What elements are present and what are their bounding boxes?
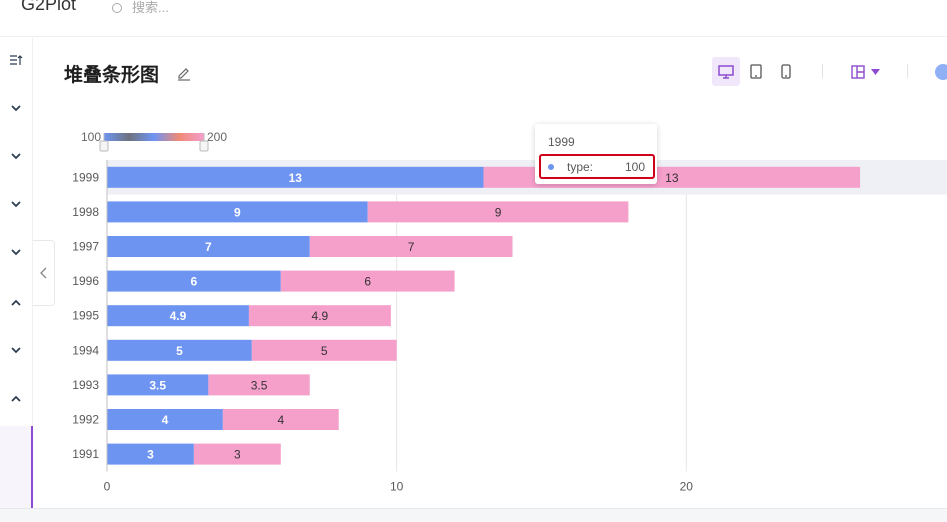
search-placeholder: 搜索... bbox=[132, 0, 169, 15]
bar-segment bbox=[107, 270, 281, 292]
bar-segment bbox=[208, 374, 310, 396]
chevron-up-icon[interactable] bbox=[0, 378, 32, 418]
search-icon bbox=[112, 3, 122, 13]
chevron-down-icon[interactable] bbox=[0, 330, 32, 370]
app-logo[interactable]: G2Plot bbox=[21, 0, 77, 14]
bar-segment bbox=[107, 409, 223, 430]
y-tick-label: 1999 bbox=[72, 170, 99, 184]
data-label: 13 bbox=[665, 171, 679, 185]
bar-segment bbox=[107, 236, 310, 257]
caret-down-icon bbox=[871, 69, 880, 75]
bar-segment bbox=[107, 443, 194, 465]
data-label: 3.5 bbox=[251, 378, 268, 392]
data-label: 13 bbox=[289, 171, 303, 185]
sidebar-active-item[interactable] bbox=[0, 426, 33, 508]
legend-handle[interactable] bbox=[99, 140, 109, 152]
legend-min-label: 100 bbox=[81, 130, 101, 144]
desktop-view-button[interactable] bbox=[712, 57, 740, 86]
bar-segment bbox=[367, 201, 629, 223]
color-legend-bar bbox=[104, 133, 204, 141]
theme-toggle[interactable] bbox=[935, 64, 947, 80]
data-label: 7 bbox=[205, 240, 212, 254]
chevron-up-icon[interactable] bbox=[0, 282, 32, 322]
bottom-bar bbox=[0, 508, 947, 522]
page-title: 堆叠条形图 bbox=[64, 65, 160, 86]
tooltip-title: 1999 bbox=[548, 135, 575, 149]
x-tick-label: 10 bbox=[390, 479, 404, 493]
y-tick-label: 1995 bbox=[72, 309, 99, 323]
toolbar-divider bbox=[907, 64, 908, 78]
tooltip-row: type: 100 bbox=[539, 154, 655, 179]
bar-segment bbox=[107, 339, 252, 361]
bar-segment bbox=[107, 201, 368, 223]
data-label: 4 bbox=[277, 413, 284, 427]
bar-segment bbox=[309, 236, 513, 257]
sort-icon[interactable] bbox=[0, 40, 32, 80]
y-tick-label: 1998 bbox=[72, 205, 99, 219]
chevron-left-icon bbox=[40, 267, 47, 279]
y-tick-label: 1997 bbox=[72, 240, 99, 254]
tablet-view-button[interactable] bbox=[742, 57, 770, 86]
tooltip-marker bbox=[548, 164, 554, 170]
data-label: 9 bbox=[234, 205, 241, 219]
bar-segment bbox=[107, 374, 209, 396]
mobile-icon bbox=[781, 64, 791, 79]
x-tick-label: 0 bbox=[104, 479, 111, 493]
x-tick-label: 20 bbox=[680, 479, 694, 493]
data-label: 3.5 bbox=[149, 378, 166, 392]
data-label: 3 bbox=[147, 448, 154, 462]
data-label: 4 bbox=[162, 413, 169, 427]
y-tick-label: 1996 bbox=[72, 274, 99, 288]
data-label: 5 bbox=[176, 344, 183, 358]
data-label: 3 bbox=[234, 448, 241, 462]
chart-tooltip: 1999 type: 100 bbox=[535, 124, 657, 184]
data-label: 4.9 bbox=[170, 309, 187, 323]
y-tick-label: 1994 bbox=[72, 343, 99, 357]
chevron-down-icon[interactable] bbox=[0, 232, 32, 272]
layout-menu-button[interactable] bbox=[851, 62, 887, 82]
data-label: 6 bbox=[191, 275, 198, 289]
bar-segment bbox=[251, 339, 397, 361]
chevron-down-icon[interactable] bbox=[0, 184, 32, 224]
collapse-sidebar-button[interactable] bbox=[33, 240, 55, 306]
tablet-icon bbox=[750, 64, 762, 79]
edit-icon[interactable] bbox=[177, 65, 191, 81]
data-label: 9 bbox=[495, 205, 502, 219]
top-bar: G2Plot 搜索... bbox=[0, 0, 947, 37]
bar-segment bbox=[107, 305, 249, 327]
layout-icon bbox=[851, 65, 865, 79]
search-box[interactable]: 搜索... bbox=[112, 0, 169, 16]
bar-segment bbox=[280, 270, 455, 292]
bar-segment bbox=[222, 409, 339, 430]
chevron-down-icon[interactable] bbox=[0, 136, 32, 176]
sidebar bbox=[0, 38, 33, 508]
tooltip-name: type: bbox=[567, 160, 594, 174]
y-tick-label: 1993 bbox=[72, 378, 99, 392]
mobile-view-button[interactable] bbox=[772, 57, 800, 86]
data-label: 4.9 bbox=[312, 309, 329, 323]
bar-segment bbox=[248, 305, 391, 327]
data-label: 5 bbox=[321, 344, 328, 358]
chevron-down-icon[interactable] bbox=[0, 88, 32, 128]
legend-handle[interactable] bbox=[199, 140, 209, 152]
bar-segment bbox=[107, 166, 484, 188]
toolbar-divider bbox=[822, 64, 823, 78]
legend-max-label: 200 bbox=[207, 130, 227, 144]
bar-segment bbox=[193, 443, 281, 465]
y-tick-label: 1992 bbox=[72, 413, 99, 427]
desktop-icon bbox=[718, 64, 734, 79]
tooltip-value: 100 bbox=[624, 160, 645, 174]
data-label: 7 bbox=[408, 240, 415, 254]
data-label: 6 bbox=[364, 275, 371, 289]
y-tick-label: 1991 bbox=[72, 447, 99, 461]
